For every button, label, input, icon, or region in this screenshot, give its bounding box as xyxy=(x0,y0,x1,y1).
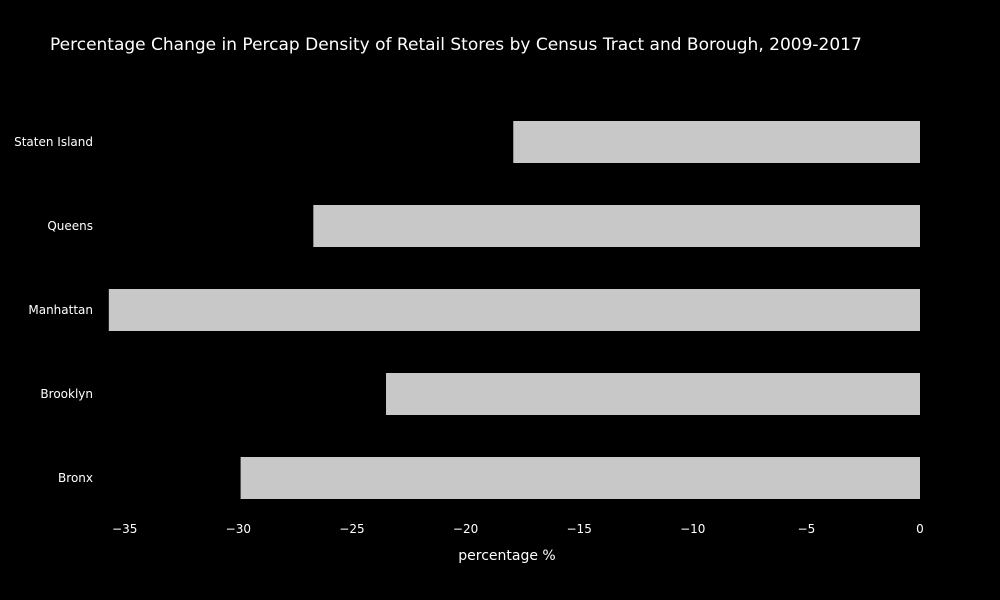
x-tick-label: 0 xyxy=(916,522,924,536)
x-tick-label: −30 xyxy=(226,522,251,536)
y-tick-label: Queens xyxy=(47,219,93,233)
bar-manhattan xyxy=(108,289,921,331)
x-tick-label: −10 xyxy=(680,522,705,536)
y-axis-labels: Bronx Brooklyn Manhattan Queens Staten Islan… xyxy=(14,135,93,485)
x-tick-label: −5 xyxy=(798,522,816,536)
x-axis-label: percentage % xyxy=(458,548,555,564)
y-tick-label: Bronx xyxy=(58,471,93,485)
x-tick-label: −35 xyxy=(112,522,137,536)
bar-brooklyn xyxy=(386,373,920,415)
bar-staten-island xyxy=(513,121,920,163)
chart-title: Percentage Change in Percap Density of R… xyxy=(50,35,862,55)
bar-bronx xyxy=(240,457,920,499)
y-tick-label: Brooklyn xyxy=(40,387,93,401)
x-tick-label: −15 xyxy=(567,522,592,536)
x-axis-ticks: −35 −30 −25 −20 −15 −10 −5 0 xyxy=(112,522,924,536)
bar-queens xyxy=(313,205,921,247)
x-tick-label: −20 xyxy=(453,522,478,536)
y-tick-label: Staten Island xyxy=(14,135,93,149)
y-tick-label: Manhattan xyxy=(28,303,93,317)
bars-group xyxy=(108,121,921,499)
x-tick-label: −25 xyxy=(339,522,364,536)
